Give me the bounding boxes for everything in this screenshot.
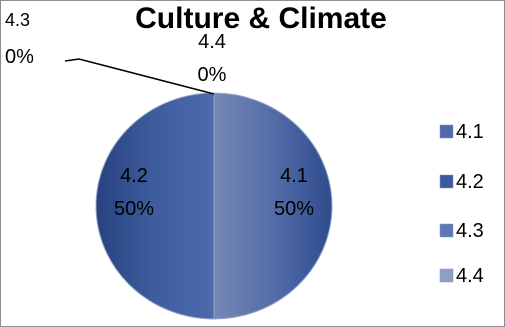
legend-label-4-2: 4.2	[456, 171, 484, 193]
legend-swatch-4-2	[439, 174, 454, 189]
legend-label-4-1: 4.1	[456, 121, 484, 143]
data-label-category-4-2: 4.2	[120, 165, 148, 187]
legend-label-4-4: 4.4	[456, 265, 484, 287]
leader-line-4-3	[64, 58, 215, 95]
data-label-percent-4-4: 0%	[198, 64, 227, 86]
data-label-category-4-3: 4.3	[5, 10, 30, 30]
legend-swatch-4-3	[439, 223, 454, 238]
pie-slice-4-1	[213, 92, 333, 320]
chart-title: Culture & Climate	[135, 2, 387, 35]
data-label-percent-4-3: 0%	[5, 46, 34, 68]
data-label-category-4-1: 4.1	[280, 165, 308, 187]
legend-label-4-3: 4.3	[456, 220, 484, 242]
legend-swatch-4-1	[439, 124, 454, 139]
legend-swatch-4-4	[439, 268, 454, 283]
data-label-percent-4-1: 50%	[274, 198, 314, 220]
data-label-percent-4-2: 50%	[114, 198, 154, 220]
data-label-category-4-4: 4.4	[198, 31, 226, 53]
pie-slice-4-2	[95, 92, 215, 320]
